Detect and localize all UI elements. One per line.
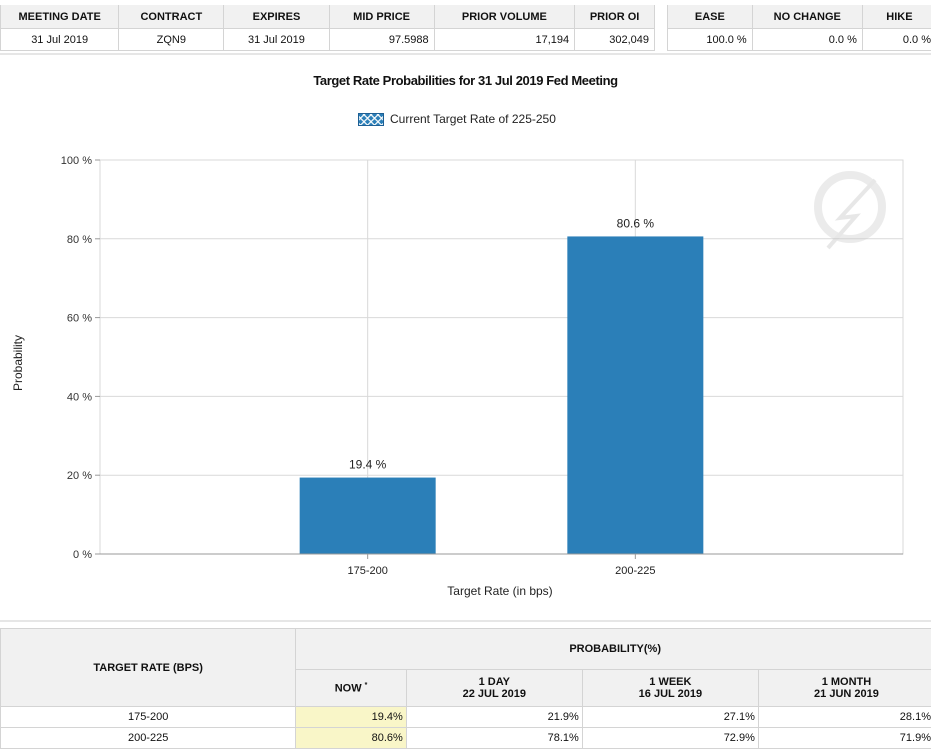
- row-1-month: 71.9%: [758, 728, 931, 749]
- summary-header-row: MEETING DATE CONTRACT EXPIRES MID PRICE …: [1, 5, 655, 29]
- header-1-day-label: 1 DAY: [408, 676, 581, 688]
- contract-summary-table: MEETING DATE CONTRACT EXPIRES MID PRICE …: [0, 5, 655, 51]
- row-1-day: 78.1%: [406, 728, 582, 749]
- legend-swatch: [358, 113, 384, 126]
- probability-table: TARGET RATE (BPS) PROBABILITY(%) NOW * 1…: [0, 628, 931, 749]
- header-hike: HIKE: [862, 5, 931, 29]
- prior-oi: 302,049: [575, 29, 655, 51]
- bar-chart: 0 % 20 % 40 % 60 % 80 % 100 % 19.4 % 175-200 80.…: [0, 140, 931, 585]
- meeting-date: 31 Jul 2019: [1, 29, 119, 51]
- legend-label: Current Target Rate of 225-250: [390, 112, 556, 126]
- no-change-value: 0.0 %: [752, 29, 862, 51]
- y-tick-label: 80 %: [67, 234, 92, 246]
- header-1-week-date: 16 JUL 2019: [584, 688, 757, 700]
- prob-header-row: TARGET RATE (BPS) PROBABILITY(%): [1, 629, 931, 670]
- x-tick-label: 175-200: [347, 565, 387, 577]
- row-1-month: 28.1%: [758, 707, 931, 728]
- header-1-week-label: 1 WEEK: [584, 676, 757, 688]
- header-now-marker: *: [365, 682, 368, 689]
- bar-200-225: [567, 236, 703, 554]
- header-prior-volume: PRIOR VOLUME: [434, 5, 575, 29]
- header-target-rate: TARGET RATE (BPS): [1, 629, 296, 707]
- header-prior-oi: PRIOR OI: [575, 5, 655, 29]
- header-1-month-label: 1 MONTH: [760, 676, 931, 688]
- header-1-month-date: 21 JUN 2019: [760, 688, 931, 700]
- section-separator: [0, 53, 931, 55]
- y-axis-label: Probability: [11, 323, 25, 403]
- y-tick-label: 20 %: [67, 470, 92, 482]
- outcome-row: 100.0 % 0.0 % 0.0 %: [668, 29, 931, 51]
- prior-volume: 17,194: [434, 29, 575, 51]
- summary-row: 31 Jul 2019 ZQN9 31 Jul 2019 97.5988 17,…: [1, 29, 655, 51]
- y-tick-label: 100 %: [61, 155, 92, 167]
- outcome-header-row: EASE NO CHANGE HIKE: [668, 5, 931, 29]
- row-now: 80.6%: [296, 728, 407, 749]
- y-tick-label: 60 %: [67, 313, 92, 325]
- x-axis-label: Target Rate (in bps): [400, 584, 600, 598]
- table-divider: [655, 0, 667, 52]
- row-1-day: 21.9%: [406, 707, 582, 728]
- header-no-change: NO CHANGE: [752, 5, 862, 29]
- section-separator-bottom: [0, 620, 931, 622]
- x-tick-label: 200-225: [615, 565, 655, 577]
- contract: ZQN9: [119, 29, 224, 51]
- header-now-label: NOW: [335, 682, 362, 694]
- expires: 31 Jul 2019: [224, 29, 329, 51]
- header-mid-price: MID PRICE: [329, 5, 434, 29]
- table-row: 175-200 19.4% 21.9% 27.1% 28.1%: [1, 707, 931, 728]
- mid-price: 97.5988: [329, 29, 434, 51]
- bar-175-200: [300, 478, 436, 554]
- data-label-200-225: 80.6 %: [617, 216, 655, 230]
- hike-value: 0.0 %: [862, 29, 931, 51]
- data-label-175-200: 19.4 %: [349, 458, 387, 472]
- ease-value: 100.0 %: [668, 29, 753, 51]
- header-meeting-date: MEETING DATE: [1, 5, 119, 29]
- header-probability: PROBABILITY(%): [296, 629, 931, 670]
- header-contract: CONTRACT: [119, 5, 224, 29]
- header-now: NOW *: [296, 670, 407, 707]
- row-rate: 200-225: [1, 728, 296, 749]
- row-1-week: 27.1%: [582, 707, 758, 728]
- y-tick-label: 0 %: [73, 549, 92, 561]
- table-row: 200-225 80.6% 78.1% 72.9% 71.9%: [1, 728, 931, 749]
- header-1-day-date: 22 JUL 2019: [408, 688, 581, 700]
- outcome-summary-table: EASE NO CHANGE HIKE 100.0 % 0.0 % 0.0 %: [667, 5, 931, 51]
- header-expires: EXPIRES: [224, 5, 329, 29]
- chart-legend: Current Target Rate of 225-250: [358, 112, 556, 126]
- row-1-week: 72.9%: [582, 728, 758, 749]
- row-now: 19.4%: [296, 707, 407, 728]
- row-rate: 175-200: [1, 707, 296, 728]
- y-tick-label: 40 %: [67, 391, 92, 403]
- plot-area: [100, 160, 903, 554]
- chart-title: Target Rate Probabilities for 31 Jul 201…: [0, 73, 931, 88]
- header-ease: EASE: [668, 5, 753, 29]
